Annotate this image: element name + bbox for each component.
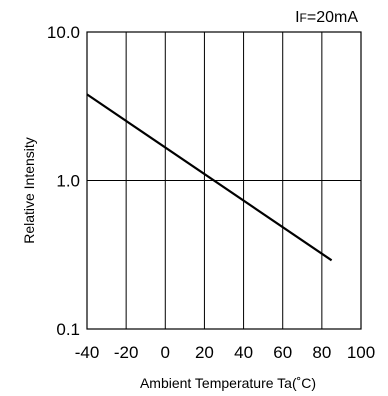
y-tick-label: 1.0 <box>56 172 80 191</box>
condition-prefix: I <box>295 9 299 26</box>
y-tick-label: 10.0 <box>47 23 80 42</box>
x-tick-label: 20 <box>195 343 214 362</box>
x-tick-labels: -40 -20 0 20 40 60 80 100 <box>75 343 375 362</box>
series-line <box>86 93 333 262</box>
x-tick-label: 100 <box>347 343 375 362</box>
x-tick-label: 40 <box>234 343 253 362</box>
grid <box>87 32 361 329</box>
condition-value: =20mA <box>307 9 358 26</box>
condition-subscript: F <box>300 11 307 25</box>
x-axis-label: Ambient Temperature Ta(˚C) <box>140 375 316 391</box>
y-tick-labels: 0.1 1.0 10.0 <box>47 23 80 339</box>
x-tick-label: -40 <box>75 343 100 362</box>
x-tick-label: -20 <box>114 343 139 362</box>
series-group <box>86 93 333 262</box>
x-tick-label: 0 <box>161 343 170 362</box>
plot-frame <box>86 31 362 330</box>
x-tick-label: 80 <box>312 343 331 362</box>
x-tick-label: 60 <box>273 343 292 362</box>
y-axis-label: Relative Intensity <box>21 137 37 244</box>
y-tick-label: 0.1 <box>56 320 80 339</box>
condition-label: IF=20mA <box>295 9 358 26</box>
